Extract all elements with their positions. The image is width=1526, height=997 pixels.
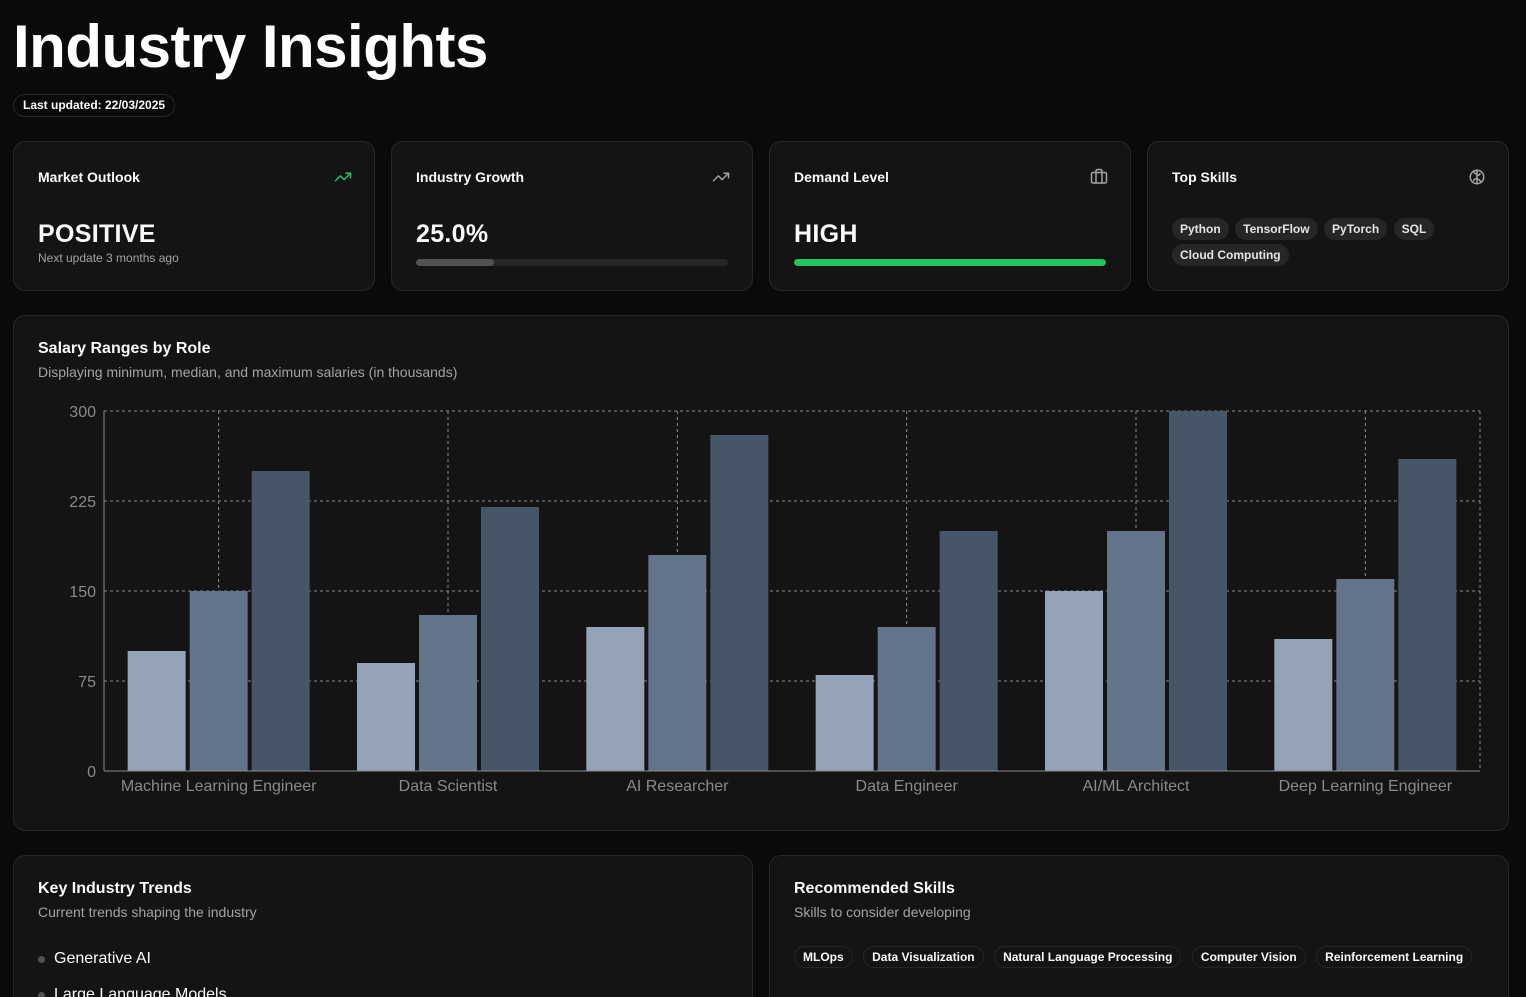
demand-level-progress-fill (794, 259, 1106, 266)
recommended-skill-badge: Natural Language Processing (994, 946, 1182, 968)
salary-bar (648, 555, 707, 771)
salary-bar (1336, 579, 1395, 771)
salary-bar (189, 591, 248, 771)
salary-ranges-card: Salary Ranges by Role Displaying minimum… (13, 315, 1509, 831)
last-updated-badge: Last updated: 22/03/2025 (13, 94, 176, 117)
recommended-skill-badge: Computer Vision (1191, 946, 1306, 968)
skill-chip: PyTorch (1324, 218, 1388, 240)
bullet-dot (38, 955, 45, 963)
salary-bar (1169, 411, 1227, 771)
briefcase-icon (1090, 168, 1108, 184)
x-tick-label: Machine Learning Engineer (121, 778, 317, 795)
key-trends-title: Key Industry Trends (38, 880, 192, 897)
recommended-skills-description: Skills to consider developing (794, 904, 971, 920)
y-tick-label: 300 (69, 404, 96, 421)
demand-level-value: HIGH (794, 220, 858, 248)
top-skills-card: Top Skills Python TensorFlow PyTorch SQL… (1147, 141, 1509, 291)
demand-level-title: Demand Level (794, 169, 889, 185)
skill-chip: SQL (1393, 218, 1435, 240)
salary-bar (1274, 639, 1333, 771)
key-trends-description: Current trends shaping the industry (38, 904, 257, 920)
salary-bar (1107, 531, 1165, 771)
bullet-dot (38, 991, 45, 997)
trend-label: Large Language Models (54, 986, 227, 997)
market-outlook-card: Market Outlook POSITIVE Next update 3 mo… (13, 141, 375, 291)
industry-growth-title: Industry Growth (416, 169, 525, 185)
skill-chip: Cloud Computing (1172, 244, 1289, 266)
salary-bar-chart: 0 75 150 225 300 Machine Learning Engineer Dat… (69, 404, 1481, 795)
trend-label: Generative AI (54, 950, 151, 967)
industry-growth-card: Industry Growth 25.0% (391, 141, 753, 291)
salary-bar (251, 471, 310, 771)
trending-up-icon (334, 172, 352, 182)
recommended-skill-badge: Reinforcement Learning (1316, 946, 1473, 968)
salary-bar (481, 507, 539, 771)
salary-bar (710, 435, 769, 771)
trend-list: Generative AI Large Language Models (38, 948, 227, 997)
brain-icon (1469, 169, 1485, 185)
salary-bar (939, 531, 998, 771)
trend-item: Large Language Models (38, 984, 227, 997)
y-tick-label: 75 (78, 674, 96, 691)
salary-bar (1045, 591, 1103, 771)
x-tick-label: AI/ML Architect (1083, 778, 1191, 795)
recommended-skill-badge: MLOps (794, 946, 853, 968)
industry-growth-progress-fill (416, 259, 494, 266)
salary-bar (815, 675, 874, 771)
top-skills-title: Top Skills (1172, 169, 1238, 185)
x-tick-label: AI Researcher (626, 778, 729, 795)
trend-item: Generative AI (38, 948, 227, 970)
salary-bar (419, 615, 477, 771)
recommended-skills-title: Recommended Skills (794, 880, 955, 897)
demand-level-card: Demand Level HIGH (769, 141, 1131, 291)
skill-chip: Python (1172, 218, 1229, 240)
salary-bar (1398, 459, 1457, 771)
page-title: Industry Insights (13, 13, 488, 80)
top-skills-list: Python TensorFlow PyTorch SQL Cloud Comp… (1172, 218, 1448, 270)
x-tick-label: Deep Learning Engineer (1279, 778, 1453, 795)
key-trends-card: Key Industry Trends Current trends shapi… (13, 855, 753, 997)
salary-ranges-description: Displaying minimum, median, and maximum … (38, 364, 458, 380)
recommended-skill-badge: Data Visualization (863, 946, 984, 968)
x-tick-label: Data Engineer (856, 778, 959, 795)
salary-ranges-title: Salary Ranges by Role (38, 340, 211, 357)
y-tick-label: 150 (69, 584, 96, 601)
market-outlook-title: Market Outlook (38, 169, 140, 185)
salary-bar (586, 627, 645, 771)
market-outlook-value: POSITIVE (38, 220, 156, 248)
salary-bar (127, 651, 186, 771)
industry-growth-progress (416, 259, 728, 266)
recommended-skills-list: MLOps Data Visualization Natural Languag… (794, 946, 1478, 968)
next-update-text: Next update 3 months ago (38, 251, 179, 265)
y-tick-label: 225 (69, 494, 96, 511)
y-tick-label: 0 (87, 764, 96, 781)
demand-level-progress (794, 259, 1106, 266)
skill-chip: TensorFlow (1235, 218, 1318, 240)
x-tick-label: Data Scientist (399, 778, 498, 795)
trending-up-icon (712, 172, 730, 182)
industry-growth-value: 25.0% (416, 220, 489, 248)
salary-bar (357, 663, 415, 771)
recommended-skills-card: Recommended Skills Skills to consider de… (769, 855, 1509, 997)
salary-bar (877, 627, 936, 771)
